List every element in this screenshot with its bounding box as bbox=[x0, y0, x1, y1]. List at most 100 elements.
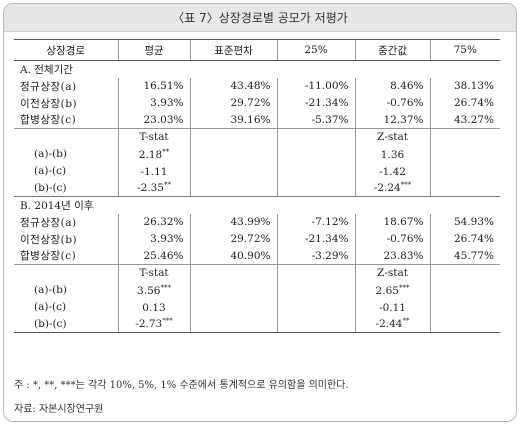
blank-cell bbox=[276, 264, 355, 282]
blank-cell bbox=[429, 315, 500, 333]
value-cell: 43.99% bbox=[189, 213, 277, 231]
z-stat-cell: 1.36 bbox=[354, 145, 430, 163]
t-stat-cell: -1.11 bbox=[117, 162, 190, 180]
section-label: A. 전체기간 bbox=[14, 60, 500, 78]
value-cell: -0.76% bbox=[354, 94, 430, 112]
significance-stars: *** bbox=[400, 181, 412, 190]
header-cell: 표준편차 bbox=[189, 39, 277, 61]
t-stat-value: 2.18 bbox=[138, 148, 163, 161]
z-stat-value: -0.11 bbox=[379, 301, 406, 314]
value-cell: 40.90% bbox=[189, 247, 277, 265]
blank-cell bbox=[276, 145, 355, 163]
header-row: 상장경로 평균 표준편차 25% 중간값 75% bbox=[14, 39, 500, 61]
test-row: (a)-(c) -1.11 -1.42 bbox=[14, 162, 500, 180]
value-cell: -5.37% bbox=[276, 111, 355, 129]
value-cell: -11.00% bbox=[276, 77, 355, 95]
z-stat-value: -2.44 bbox=[375, 318, 403, 331]
value-cell: 29.72% bbox=[189, 230, 277, 248]
blank-cell bbox=[189, 264, 277, 282]
z-stat-value: -1.42 bbox=[379, 165, 406, 178]
value-cell: -3.29% bbox=[276, 247, 355, 265]
table-row: 이전상장(b) 3.93% 29.72% -21.34% -0.76% 26.74% bbox=[14, 94, 500, 112]
t-stat-cell: -2.35** bbox=[117, 179, 190, 197]
value-cell: 54.93% bbox=[429, 213, 500, 231]
value-cell: 45.77% bbox=[429, 247, 500, 265]
significance-stars: ** bbox=[162, 147, 170, 156]
test-row: (a)-(b) 2.18** 1.36 bbox=[14, 145, 500, 163]
t-stat-cell: -2.73*** bbox=[117, 315, 190, 333]
value-cell: 43.48% bbox=[189, 77, 277, 95]
blank-cell bbox=[276, 179, 355, 197]
value-cell: 25.46% bbox=[117, 247, 190, 265]
significance-stars: ** bbox=[402, 317, 410, 326]
stat-header-row: T-stat Z-stat bbox=[14, 128, 500, 146]
value-cell: 16.51% bbox=[117, 77, 190, 95]
t-stat-label: T-stat bbox=[117, 264, 190, 282]
row-label: 정규상장(a) bbox=[20, 216, 77, 229]
t-stat-value: -2.35 bbox=[137, 182, 164, 195]
value-cell: 29.72% bbox=[189, 94, 277, 112]
valuation-table: 상장경로 평균 표준편차 25% 중간값 75% A. 전체기간 정규상장(a) 1… bbox=[14, 39, 500, 333]
blank-cell bbox=[276, 281, 355, 299]
z-stat-label: Z-stat bbox=[354, 264, 430, 282]
test-label: (a)-(c) bbox=[34, 301, 67, 313]
value-cell: 26.74% bbox=[429, 94, 500, 112]
value-cell: -0.76% bbox=[354, 230, 430, 248]
test-label: (a)-(b) bbox=[34, 148, 67, 160]
t-stat-cell: 0.13 bbox=[117, 298, 190, 316]
blank-cell bbox=[189, 145, 277, 163]
z-stat-cell: -2.44** bbox=[354, 315, 430, 333]
t-stat-value: 3.56 bbox=[137, 284, 161, 297]
test-row: (b)-(c) -2.73*** -2.44** bbox=[14, 315, 500, 333]
value-cell: 39.16% bbox=[189, 111, 277, 129]
blank-cell bbox=[189, 281, 277, 299]
z-stat-cell: -1.42 bbox=[354, 162, 430, 180]
value-cell: 23.83% bbox=[354, 247, 430, 265]
value-cell: -21.34% bbox=[276, 230, 355, 248]
value-cell: -7.12% bbox=[276, 213, 355, 231]
blank-cell bbox=[14, 128, 118, 146]
z-stat-cell: -2.24*** bbox=[354, 179, 430, 197]
blank-cell bbox=[429, 264, 500, 282]
value-cell: 3.93% bbox=[117, 94, 190, 112]
t-stat-value: -2.73 bbox=[135, 318, 163, 331]
z-stat-value: -2.24 bbox=[373, 182, 401, 195]
value-cell: 26.32% bbox=[117, 213, 190, 231]
blank-cell bbox=[189, 315, 277, 333]
value-cell: 26.74% bbox=[429, 230, 500, 248]
blank-cell bbox=[276, 298, 355, 316]
table-row: 정규상장(a) 16.51% 43.48% -11.00% 8.46% 38.13% bbox=[14, 77, 500, 95]
t-stat-cell: 3.56*** bbox=[117, 281, 190, 299]
test-label: (b)-(c) bbox=[14, 315, 118, 333]
blank-cell bbox=[429, 128, 500, 146]
blank-cell bbox=[189, 128, 277, 146]
table-row: 이전상장(b) 3.93% 29.72% -21.34% -0.76% 26.74% bbox=[14, 230, 500, 248]
blank-cell bbox=[189, 298, 277, 316]
header-cell: 중간값 bbox=[354, 39, 430, 61]
significance-stars: *** bbox=[398, 283, 410, 292]
header-cell: 상장경로 bbox=[14, 39, 118, 61]
value-cell: 12.37% bbox=[354, 111, 430, 129]
z-stat-label: Z-stat bbox=[354, 128, 430, 146]
blank-cell bbox=[429, 179, 500, 197]
test-row: (a)-(b) 3.56*** 2.65*** bbox=[14, 281, 500, 299]
significance-stars: *** bbox=[160, 283, 171, 292]
blank-cell bbox=[189, 162, 277, 180]
blank-cell bbox=[276, 315, 355, 333]
section-row: B. 2014년 이후 bbox=[14, 196, 500, 214]
blank-cell bbox=[276, 162, 355, 180]
section-row: A. 전체기간 bbox=[14, 60, 500, 78]
t-stat-cell: 2.18** bbox=[117, 145, 190, 163]
row-label: 합병상장(c) bbox=[20, 114, 77, 127]
test-label: (a)-(c) bbox=[34, 165, 67, 177]
z-stat-value: 2.65 bbox=[375, 284, 399, 297]
test-label: (a)-(b) bbox=[34, 284, 67, 296]
blank-cell bbox=[429, 162, 500, 180]
header-cell: 25% bbox=[276, 39, 355, 61]
blank-cell bbox=[14, 264, 118, 282]
table-row: 합병상장(c) 23.03% 39.16% -5.37% 12.37% 43.27% bbox=[14, 111, 500, 129]
z-stat-value: 1.36 bbox=[380, 148, 405, 161]
t-stat-label: T-stat bbox=[117, 128, 190, 146]
row-label: 이전상장(b) bbox=[20, 233, 78, 246]
z-stat-cell: 2.65*** bbox=[354, 281, 430, 299]
